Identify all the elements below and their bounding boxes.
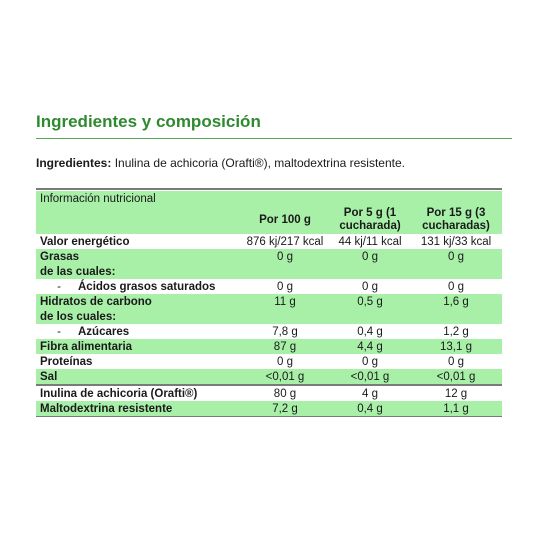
- row-label-cell: Valor energético: [36, 234, 240, 249]
- row-value: 0 g: [410, 249, 503, 264]
- row-label: Inulina de achicoria (Orafti®): [40, 387, 198, 400]
- row-label-cell: Sal: [36, 369, 240, 385]
- table-caption: Información nutricional: [36, 191, 503, 206]
- table-row: Valor energético 876 kj/217 kcal 44 kj/11 …: [36, 234, 503, 249]
- row-label-cell: de las cuales:: [36, 264, 240, 279]
- row-value: 7,2 g: [240, 401, 330, 417]
- row-label: de las cuales:: [40, 265, 116, 278]
- row-value: 0 g: [240, 354, 330, 369]
- table-row: de los cuales:: [36, 309, 503, 324]
- row-value: 0 g: [240, 249, 330, 264]
- section-title: Ingredientes y composición: [36, 112, 261, 131]
- row-label-cell: de los cuales:: [36, 309, 240, 324]
- row-value: 876 kj/217 kcal: [240, 234, 330, 249]
- table-row: - Azúcares 7,8 g 0,4 g 1,2 g: [36, 324, 503, 339]
- row-value: [240, 264, 330, 279]
- row-value: 0,4 g: [330, 324, 410, 339]
- row-value: <0,01 g: [330, 369, 410, 385]
- row-value: 44 kj/11 kcal: [330, 234, 410, 249]
- row-value: 0,5 g: [330, 294, 410, 309]
- row-value: [240, 309, 330, 324]
- row-value: 1,1 g: [410, 401, 503, 417]
- row-value: 87 g: [240, 339, 330, 354]
- row-prefix: -: [57, 325, 61, 338]
- row-label: Sal: [40, 370, 58, 383]
- row-label: Valor energético: [40, 235, 130, 248]
- ingredients-line: Ingredientes: Inulina de achicoria (Oraf…: [36, 156, 405, 170]
- table-row: Hidratos de carbono 11 g 0,5 g 1,6 g: [36, 294, 503, 309]
- title-divider: [36, 138, 512, 139]
- header-per-5g: Por 5 g (1 cucharada): [330, 206, 410, 234]
- row-label-cell: Inulina de achicoria (Orafti®): [36, 384, 240, 401]
- row-value: 11 g: [240, 294, 330, 309]
- nutrition-table: Información nutricional Por 100 g Por 5 …: [36, 191, 503, 417]
- row-value: 0 g: [330, 279, 410, 294]
- row-label-cell: - Ácidos grasos saturados: [36, 279, 240, 294]
- row-value: 1,2 g: [410, 324, 503, 339]
- row-label-cell: Grasas: [36, 249, 240, 264]
- table-row: Sal <0,01 g <0,01 g <0,01 g: [36, 369, 503, 385]
- table-row: de las cuales:: [36, 264, 503, 279]
- header-per-100g: Por 100 g: [240, 206, 330, 234]
- row-prefix: -: [57, 280, 61, 293]
- row-value: [330, 309, 410, 324]
- row-value: 131 kj/33 kcal: [410, 234, 503, 249]
- row-label: Azúcares: [78, 325, 130, 338]
- row-value: 80 g: [240, 384, 330, 401]
- row-label: Hidratos de carbono: [40, 295, 152, 308]
- row-label-cell: Maltodextrina resistente: [36, 401, 240, 417]
- row-value: <0,01 g: [410, 369, 503, 385]
- row-value: 7,8 g: [240, 324, 330, 339]
- row-value: 0 g: [240, 279, 330, 294]
- table-caption-row: Información nutricional: [36, 191, 503, 206]
- row-value: 0 g: [330, 249, 410, 264]
- row-value: 4 g: [330, 384, 410, 401]
- row-value: 13,1 g: [410, 339, 503, 354]
- row-label: de los cuales:: [40, 310, 117, 323]
- row-value: 0,4 g: [330, 401, 410, 417]
- row-value: 0 g: [330, 354, 410, 369]
- row-label: Ácidos grasos saturados: [78, 280, 216, 293]
- ingredients-label: Ingredientes:: [36, 156, 112, 170]
- table-row: Fibra alimentaria 87 g 4,4 g 13,1 g: [36, 339, 503, 354]
- row-label: Proteínas: [40, 355, 93, 368]
- table-header-row: Por 100 g Por 5 g (1 cucharada) Por 15 g…: [36, 206, 503, 234]
- row-value: 0 g: [410, 354, 503, 369]
- row-label-cell: Proteínas: [36, 354, 240, 369]
- row-value: 0 g: [410, 279, 503, 294]
- row-value: 4,4 g: [330, 339, 410, 354]
- row-label: Grasas: [40, 250, 80, 263]
- row-value: [410, 309, 503, 324]
- row-label-cell: Fibra alimentaria: [36, 339, 240, 354]
- header-per-15g: Por 15 g (3 cucharadas): [410, 206, 503, 234]
- row-value: 12 g: [410, 384, 503, 401]
- header-empty: [36, 206, 240, 234]
- row-label: Fibra alimentaria: [40, 340, 133, 353]
- row-value: 1,6 g: [410, 294, 503, 309]
- ingredients-text: Inulina de achicoria (Orafti®), maltodex…: [111, 156, 405, 170]
- row-value: <0,01 g: [240, 369, 330, 385]
- row-value: [410, 264, 503, 279]
- row-value: [330, 264, 410, 279]
- table-row: Maltodextrina resistente 7,2 g 0,4 g 1,1 g: [36, 401, 503, 417]
- row-label: Maltodextrina resistente: [40, 402, 173, 415]
- table-top-divider: [36, 188, 502, 190]
- row-label-cell: Hidratos de carbono: [36, 294, 240, 309]
- row-label-cell: - Azúcares: [36, 324, 240, 339]
